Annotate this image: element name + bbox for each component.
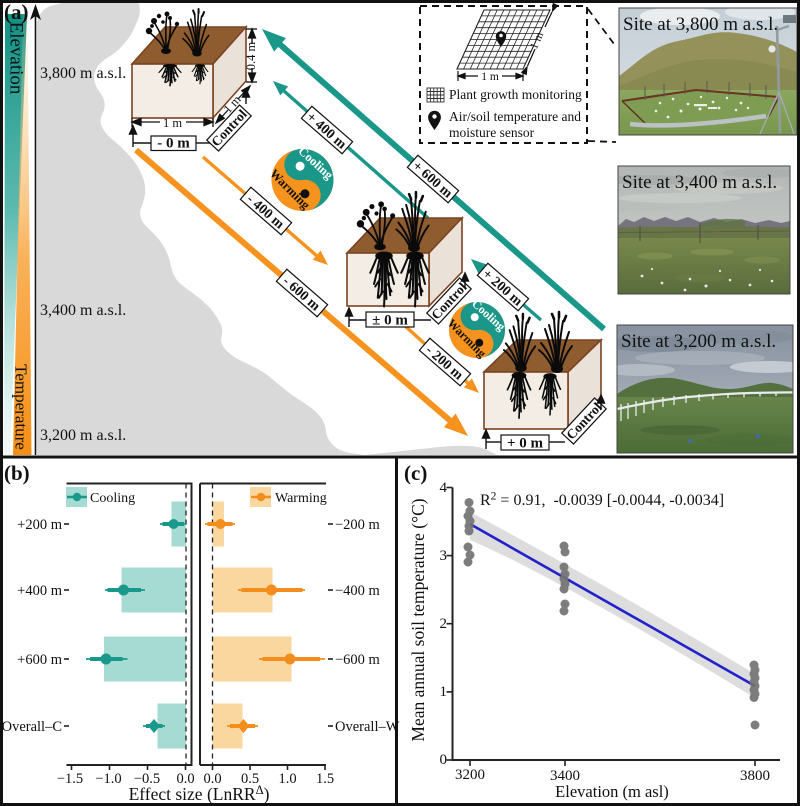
svg-text:moisture sensor: moisture sensor <box>449 125 535 140</box>
svg-text:−200 m: −200 m <box>335 517 381 533</box>
svg-text:−400 m: −400 m <box>335 583 381 599</box>
svg-text:R2 = 0.91, -0.0039 [-0.0044,: R2 = 0.91, -0.0039 [-0.0044, -0.0034] <box>480 491 724 510</box>
svg-text:+600 m: +600 m <box>17 652 63 668</box>
svg-text:3400: 3400 <box>550 768 580 784</box>
svg-text:(a): (a) <box>4 0 29 24</box>
svg-text:0.0: 0.0 <box>203 771 221 787</box>
svg-text:0.5: 0.5 <box>241 771 259 787</box>
svg-text:0: 0 <box>440 752 448 768</box>
svg-text:Cooling: Cooling <box>90 491 135 506</box>
svg-text:3200: 3200 <box>455 767 485 783</box>
svg-text:Overall–W: Overall–W <box>335 719 400 735</box>
svg-text:Temperature: Temperature <box>12 364 31 450</box>
svg-text:(c): (c) <box>404 461 427 485</box>
svg-text:4: 4 <box>440 480 448 496</box>
svg-text:1.5: 1.5 <box>316 771 334 787</box>
svg-text:−1.0: −1.0 <box>95 771 121 787</box>
svg-text:1 m: 1 m <box>163 116 182 130</box>
svg-text:3: 3 <box>440 548 448 564</box>
svg-text:+200 m: +200 m <box>17 517 63 533</box>
svg-text:0.4 m: 0.4 m <box>244 41 258 70</box>
svg-text:+400 m: +400 m <box>17 583 63 599</box>
svg-text:−1.5: −1.5 <box>57 771 83 787</box>
svg-text:Warming: Warming <box>275 491 327 506</box>
svg-text:Elevation (m asl): Elevation (m asl) <box>555 782 669 801</box>
svg-text:Mean annual soil temperature (: Mean annual soil temperature (°C) <box>408 498 428 741</box>
svg-text:Plant growth monitoring: Plant growth monitoring <box>449 87 582 102</box>
svg-text:Elevation: Elevation <box>6 22 27 95</box>
svg-text:Effect size (LnRRΔ): Effect size (LnRRΔ) <box>129 783 270 804</box>
svg-text:−600 m: −600 m <box>335 652 381 668</box>
svg-text:+ 0 m: + 0 m <box>507 436 544 452</box>
svg-text:(b): (b) <box>4 461 30 485</box>
svg-text:Site at 3,800 m a.s.l.: Site at 3,800 m a.s.l. <box>623 14 778 35</box>
svg-text:1: 1 <box>440 684 448 700</box>
svg-text:3,200 m a.s.l.: 3,200 m a.s.l. <box>40 427 126 444</box>
svg-text:± 0 m: ± 0 m <box>372 313 408 329</box>
svg-text:3,800 m a.s.l.: 3,800 m a.s.l. <box>40 65 126 82</box>
svg-text:1.0: 1.0 <box>278 771 296 787</box>
svg-text:Air/soil temperature and: Air/soil temperature and <box>449 109 581 124</box>
svg-text:2: 2 <box>440 616 448 632</box>
svg-text:Overall–C: Overall–C <box>2 719 62 735</box>
svg-text:1 m: 1 m <box>481 71 499 83</box>
svg-text:- 0 m: - 0 m <box>157 136 190 152</box>
svg-text:−0.5: −0.5 <box>134 771 160 787</box>
svg-text:3,400 m a.s.l.: 3,400 m a.s.l. <box>40 302 126 319</box>
svg-text:Site at 3,200 m a.s.l.: Site at 3,200 m a.s.l. <box>621 331 776 352</box>
svg-text:3800: 3800 <box>740 768 770 784</box>
svg-text:Site at 3,400 m a.s.l.: Site at 3,400 m a.s.l. <box>622 172 777 193</box>
svg-text:0.0: 0.0 <box>176 771 194 787</box>
